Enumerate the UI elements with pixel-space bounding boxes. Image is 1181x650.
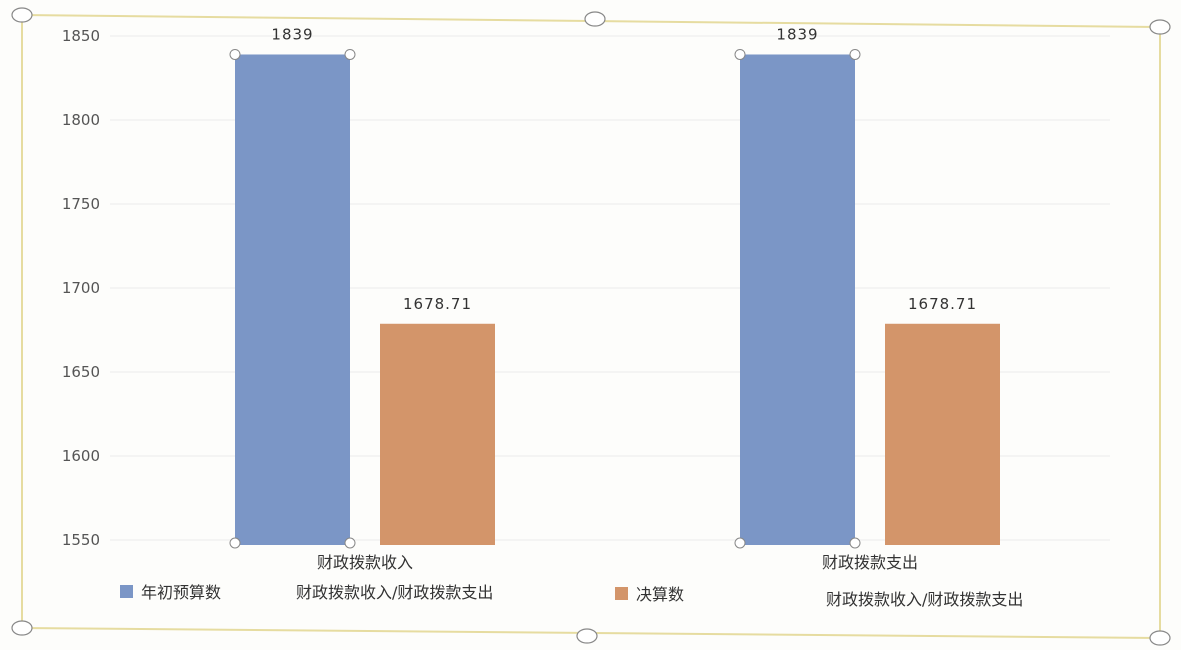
bar — [740, 54, 855, 545]
frame-handle — [11, 620, 33, 636]
data-label: 1839 — [271, 25, 313, 43]
data-label: 1678.71 — [908, 295, 977, 313]
legend-swatch — [120, 585, 133, 598]
bar-selection-handle — [849, 537, 861, 549]
bar-selection-handle — [849, 48, 861, 60]
bar-selection-handle — [229, 48, 241, 60]
bar-selection-handle — [734, 537, 746, 549]
y-tick-label: 1650 — [62, 363, 100, 381]
y-tick-label: 1700 — [62, 279, 100, 297]
frame-handle — [11, 7, 33, 23]
bar-selection-handle — [344, 48, 356, 60]
y-tick-label: 1750 — [62, 195, 100, 213]
x-category-label: 财政拨款收入 — [317, 553, 413, 572]
legend-swatch — [615, 587, 628, 600]
data-label: 1678.71 — [403, 295, 472, 313]
legend-extra-label: 财政拨款收入/财政拨款支出 — [826, 590, 1023, 609]
bar — [235, 54, 350, 545]
legend-extra-label: 财政拨款收入/财政拨款支出 — [296, 583, 493, 602]
legend-label: 年初预算数 — [141, 583, 221, 602]
frame-handle — [584, 11, 606, 27]
legend-label: 决算数 — [636, 585, 684, 604]
bar — [885, 323, 1000, 545]
x-category-label: 财政拨款支出 — [822, 553, 918, 572]
y-tick-label: 1850 — [62, 27, 100, 45]
data-label: 1839 — [776, 25, 818, 43]
bar — [380, 323, 495, 545]
frame-handle — [1149, 630, 1171, 646]
bar-selection-handle — [229, 537, 241, 549]
frame-handle — [576, 628, 598, 644]
y-tick-label: 1600 — [62, 447, 100, 465]
bar-selection-handle — [734, 48, 746, 60]
y-tick-label: 1800 — [62, 111, 100, 129]
y-tick-label: 1550 — [62, 531, 100, 549]
frame-handle — [1149, 19, 1171, 35]
bar-selection-handle — [344, 537, 356, 549]
